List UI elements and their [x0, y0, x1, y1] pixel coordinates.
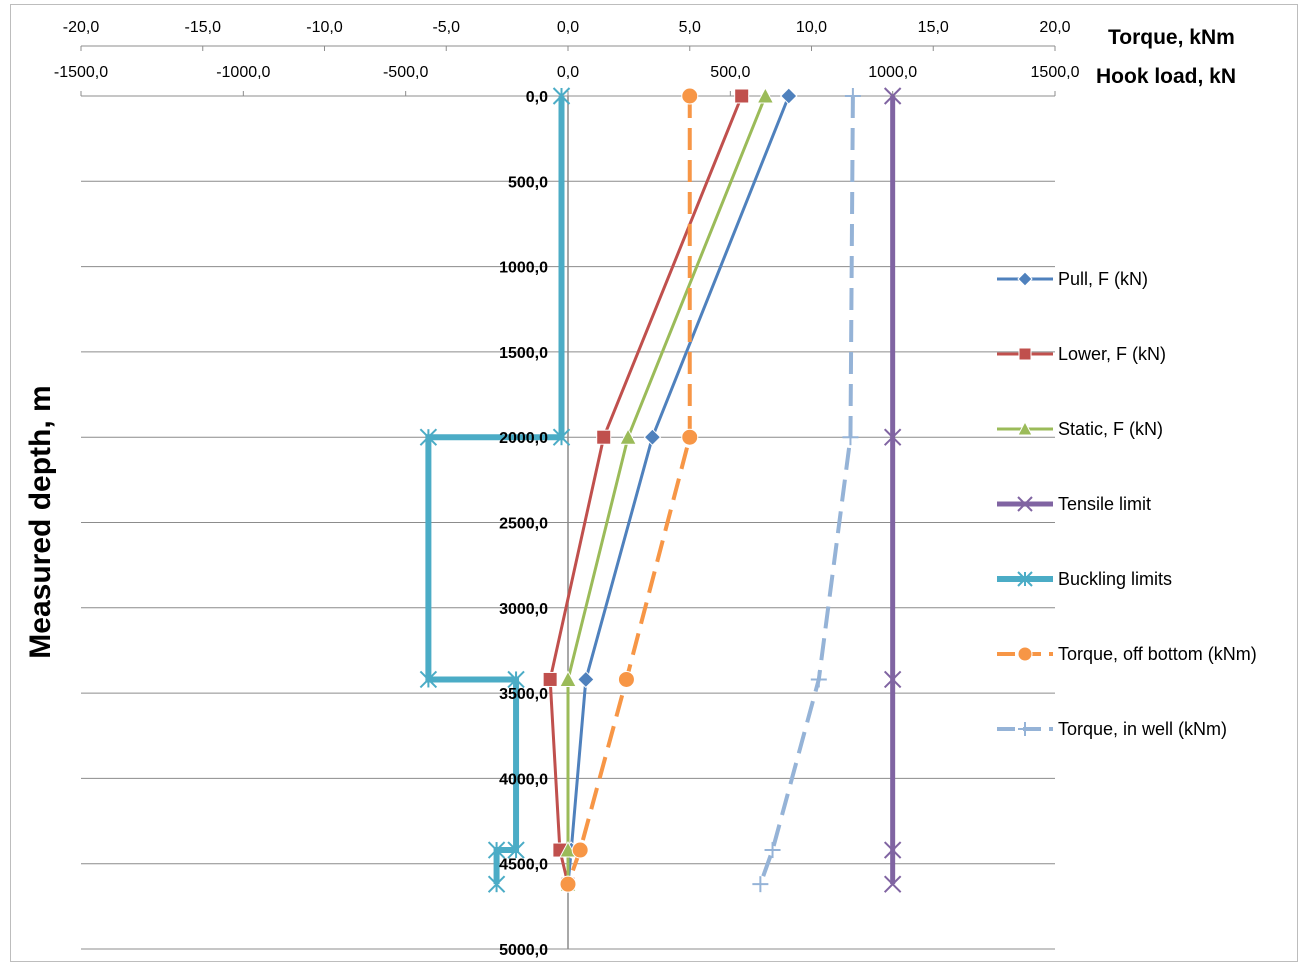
data-point-marker — [552, 87, 571, 105]
series-1 — [542, 88, 750, 892]
y-tick-label: 1000,0 — [499, 260, 548, 277]
y-tick-label: 2500,0 — [499, 516, 548, 533]
series-4 — [419, 87, 571, 893]
data-point-marker — [780, 87, 798, 105]
torque-tick-label: 20,0 — [1039, 19, 1070, 36]
legend-item: Buckling limits — [997, 569, 1172, 589]
data-point-marker — [1018, 347, 1032, 361]
data-point-marker — [617, 670, 635, 688]
data-point-marker — [1017, 571, 1033, 587]
data-point-marker — [619, 428, 637, 445]
data-point-marker — [487, 841, 506, 859]
data-point-marker — [552, 428, 571, 446]
data-point-marker — [734, 88, 750, 104]
torque-tick-label: 10,0 — [796, 19, 827, 36]
data-point-marker — [844, 88, 861, 104]
data-point-marker — [487, 875, 506, 893]
torque-tick-label: -20,0 — [63, 19, 100, 36]
hookload-tick-label: -1500,0 — [54, 64, 108, 81]
series-6 — [752, 88, 861, 893]
data-point-marker — [559, 670, 577, 687]
torque-tick-label: 15,0 — [918, 19, 949, 36]
series-0 — [559, 87, 798, 893]
legend-item: Torque, off bottom (kNm) — [997, 644, 1257, 664]
data-point-marker — [419, 670, 438, 689]
data-point-marker — [1017, 420, 1033, 436]
legend-item: Static, F (kN) — [997, 419, 1163, 439]
y-axis-title: Measured depth, m — [24, 385, 57, 658]
data-point-marker — [596, 429, 612, 445]
data-point-marker — [883, 428, 902, 446]
y-tick-label: 4500,0 — [499, 857, 548, 874]
legend-item: Lower, F (kN) — [997, 344, 1166, 364]
series-3 — [883, 87, 902, 893]
data-point-marker — [559, 875, 577, 893]
data-point-marker — [842, 429, 859, 446]
hookload-axis-title: Hook load, kN — [1096, 65, 1236, 88]
y-tick-label: 1500,0 — [499, 345, 548, 362]
y-tick-label: 0,0 — [526, 89, 548, 106]
data-point-marker — [507, 841, 525, 859]
legend-label: Torque, in well (kNm) — [1058, 719, 1227, 739]
data-point-marker — [756, 86, 775, 104]
data-point-marker — [883, 875, 902, 893]
torque-tick-label: 0,0 — [557, 19, 579, 36]
data-point-marker — [752, 876, 769, 893]
series-layer — [419, 86, 902, 893]
hookload-tick-label: -1000,0 — [216, 64, 270, 81]
y-tick-label: 5000,0 — [499, 942, 548, 959]
data-point-marker — [1018, 722, 1032, 736]
series-line — [425, 96, 565, 885]
series-line — [566, 95, 767, 885]
data-point-marker — [883, 87, 902, 105]
label-layer: Torque, kNm Hook load, kN Measured depth… — [24, 19, 1236, 959]
data-point-marker — [507, 670, 525, 689]
legend-label: Tensile limit — [1058, 494, 1151, 514]
y-tick-label: 2000,0 — [499, 430, 548, 447]
data-point-marker — [1017, 496, 1033, 512]
data-point-marker — [1017, 646, 1033, 662]
data-point-marker — [883, 841, 902, 859]
data-point-marker — [681, 87, 699, 105]
legend-item: Torque, in well (kNm) — [997, 719, 1227, 739]
data-point-marker — [542, 671, 558, 687]
legend-label: Static, F (kN) — [1058, 419, 1163, 439]
hookload-tick-label: 1500,0 — [1031, 64, 1080, 81]
legend-item: Tensile limit — [997, 494, 1151, 514]
legend-label: Torque, off bottom (kNm) — [1058, 644, 1257, 664]
y-tick-label: 4000,0 — [499, 771, 548, 788]
hookload-tick-label: 1000,0 — [868, 64, 917, 81]
legend-label: Buckling limits — [1058, 569, 1172, 589]
hookload-tick-label: 500,0 — [710, 64, 750, 81]
chart-frame — [10, 4, 1298, 962]
data-point-marker — [419, 428, 438, 446]
data-point-marker — [571, 841, 589, 859]
data-point-marker — [643, 428, 662, 446]
series-line — [758, 95, 855, 885]
series-5 — [559, 87, 699, 893]
torque-tick-label: -10,0 — [306, 19, 343, 36]
data-point-marker — [681, 428, 699, 446]
legend-item: Pull, F (kN) — [997, 269, 1148, 289]
legend-label: Pull, F (kN) — [1058, 269, 1148, 289]
data-point-marker — [764, 842, 781, 859]
data-point-marker — [810, 671, 827, 688]
torque-tick-label: -5,0 — [432, 19, 460, 36]
y-tick-label: 3000,0 — [499, 601, 548, 618]
y-tick-label: 3500,0 — [499, 686, 548, 703]
torque-tick-label: -15,0 — [185, 19, 222, 36]
hookload-tick-label: 0,0 — [557, 64, 579, 81]
torque-tick-label: 5,0 — [679, 19, 701, 36]
data-point-marker — [577, 670, 595, 689]
torque-axis-title: Torque, kNm — [1108, 26, 1235, 49]
data-point-marker — [1017, 271, 1033, 287]
legend: Pull, F (kN) Lower, F (kN) Static, F (kN) T… — [997, 269, 1257, 739]
hookload-tick-label: -500,0 — [383, 64, 428, 81]
series-line — [566, 96, 692, 885]
data-point-marker — [883, 670, 902, 689]
y-tick-label: 500,0 — [508, 174, 548, 191]
legend-label: Lower, F (kN) — [1058, 344, 1166, 364]
